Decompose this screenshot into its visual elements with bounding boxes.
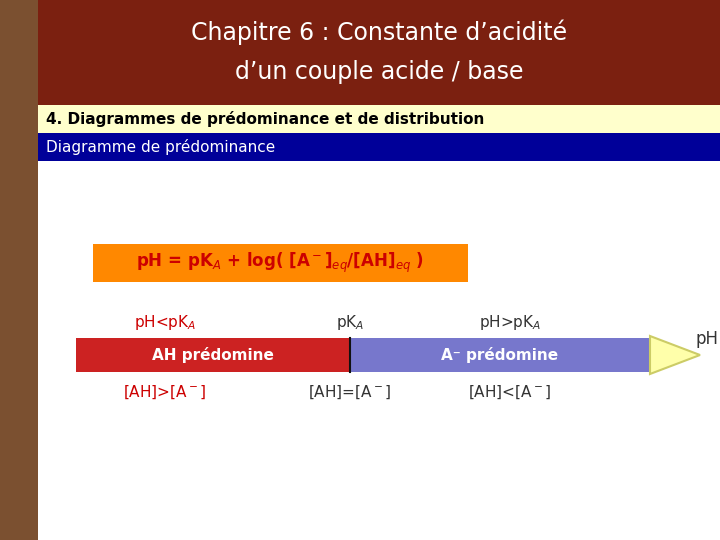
Text: pK$_A$: pK$_A$: [336, 313, 364, 332]
Bar: [38, 105, 720, 133]
Bar: [38, 0, 720, 105]
Bar: [38, 133, 720, 161]
Polygon shape: [650, 336, 700, 374]
Text: pH<pK$_A$: pH<pK$_A$: [134, 313, 196, 332]
Bar: [76, 338, 350, 372]
Text: A⁻ prédomine: A⁻ prédomine: [441, 347, 559, 363]
Text: 4. Diagrammes de prédominance et de distribution: 4. Diagrammes de prédominance et de dist…: [46, 111, 485, 127]
Text: [AH]>[A$^-$]: [AH]>[A$^-$]: [123, 383, 207, 401]
Bar: [0, 0, 38, 540]
Text: Diagramme de prédominance: Diagramme de prédominance: [46, 139, 275, 155]
Text: AH prédomine: AH prédomine: [152, 347, 274, 363]
Text: d’un couple acide / base: d’un couple acide / base: [235, 60, 523, 84]
Text: pH = pK$_A$ + log( [A$^-$]$_{eq}$/[AH]$_{eq}$ ): pH = pK$_A$ + log( [A$^-$]$_{eq}$/[AH]$_…: [137, 251, 425, 275]
Text: Chapitre 6 : Constante d’acidité: Chapitre 6 : Constante d’acidité: [191, 19, 567, 45]
Text: pH>pK$_A$: pH>pK$_A$: [479, 313, 541, 332]
Text: [AH]=[A$^-$]: [AH]=[A$^-$]: [308, 383, 392, 401]
Bar: [350, 338, 650, 372]
Text: pH: pH: [696, 330, 719, 348]
Bar: [93, 244, 468, 282]
Text: [AH]<[A$^-$]: [AH]<[A$^-$]: [468, 383, 552, 401]
